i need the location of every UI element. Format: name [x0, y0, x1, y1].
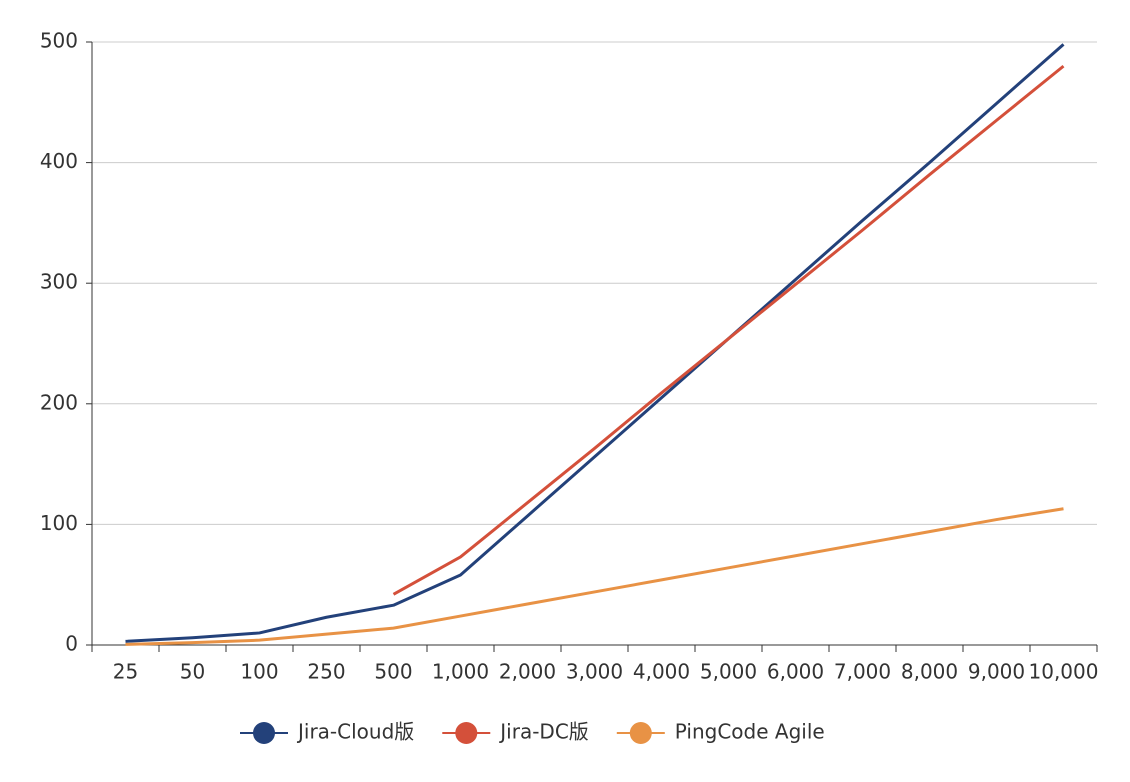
- x-tick-label: 25: [113, 660, 138, 684]
- legend-marker: [253, 722, 275, 744]
- x-tick-label: 10,000: [1029, 660, 1099, 684]
- legend-label: Jira-DC版: [498, 720, 589, 744]
- x-tick-label: 1,000: [432, 660, 489, 684]
- y-tick-label: 200: [40, 390, 78, 414]
- y-tick-label: 400: [40, 149, 78, 173]
- x-tick-label: 2,000: [499, 660, 556, 684]
- legend-label: PingCode Agile: [675, 720, 825, 744]
- y-tick-label: 300: [40, 270, 78, 294]
- x-tick-label: 500: [374, 660, 412, 684]
- legend-marker: [629, 722, 652, 744]
- y-tick-label: 0: [65, 632, 78, 656]
- series-line: [125, 507, 1064, 646]
- y-tick-label: 500: [40, 29, 78, 53]
- x-tick-label: 4,000: [633, 660, 690, 684]
- x-tick-label: 9,000: [968, 660, 1025, 684]
- series-line: [392, 64, 1065, 596]
- x-tick-label: 50: [180, 660, 205, 684]
- x-tick-label: 7,000: [834, 660, 891, 684]
- x-tick-label: 3,000: [566, 660, 623, 684]
- legend-label: Jira-Cloud版: [296, 720, 414, 744]
- x-tick-label: 100: [240, 660, 278, 684]
- x-tick-label: 250: [307, 660, 345, 684]
- legend-marker: [455, 722, 478, 744]
- x-tick-label: 6,000: [767, 660, 824, 684]
- x-tick-label: 8,000: [901, 660, 958, 684]
- y-tick-label: 100: [40, 511, 78, 535]
- x-tick-label: 5,000: [700, 660, 757, 684]
- series-line: [125, 43, 1065, 643]
